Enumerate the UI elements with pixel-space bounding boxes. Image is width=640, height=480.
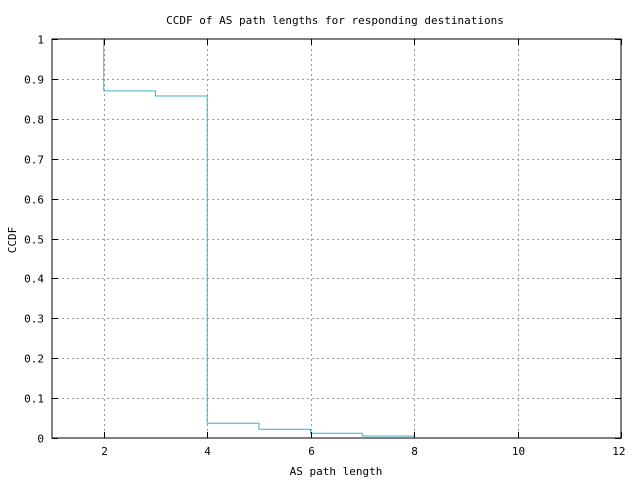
y-tick-label: 0.3 (24, 313, 44, 326)
y-tick-label: 0.1 (24, 393, 44, 406)
grid-lines (52, 39, 621, 438)
y-axis-label: CCDF (6, 227, 19, 254)
x-tick-label: 4 (204, 445, 211, 458)
y-tick-label: 0.4 (24, 273, 44, 286)
y-tick-label: 0.7 (24, 154, 44, 167)
x-tick-label: 10 (512, 445, 525, 458)
y-tick-label: 0.9 (24, 74, 44, 87)
y-tick-label: 0.6 (24, 194, 44, 207)
axis-ticks: 00.10.20.30.40.50.60.70.80.912 4 6 8 10 12 (24, 34, 625, 459)
x-tick-label: 8 (411, 445, 418, 458)
x-axis-label: AS path length (290, 465, 383, 478)
x-tick-label: 2 (101, 445, 108, 458)
x-tick-label: 6 (308, 445, 315, 458)
ccdf-series-line (103, 39, 415, 438)
y-tick-label: 1 (37, 34, 44, 47)
y-tick-label: 0.2 (24, 353, 44, 366)
y-tick-label: 0 (37, 433, 44, 446)
y-tick-label: 0.5 (24, 234, 44, 247)
series-layer (103, 39, 415, 438)
chart-title: CCDF of AS path lengths for responding d… (166, 14, 504, 27)
y-tick-label: 0.8 (24, 114, 44, 127)
plot-frame (51, 38, 622, 439)
x-tick-label: 12 (612, 445, 625, 458)
